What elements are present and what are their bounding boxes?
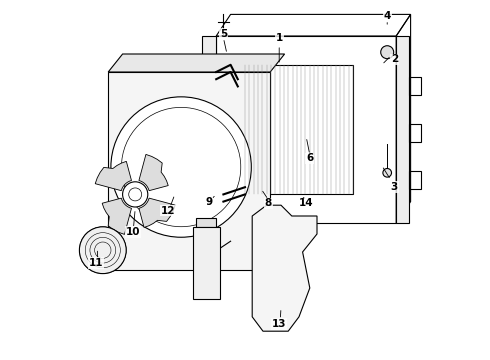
Text: 4: 4 <box>384 11 391 21</box>
Bar <box>193 227 220 299</box>
Text: 12: 12 <box>160 206 175 216</box>
Text: 10: 10 <box>126 227 141 237</box>
Polygon shape <box>108 54 285 72</box>
Text: 9: 9 <box>205 197 213 207</box>
Polygon shape <box>95 161 131 191</box>
Text: 13: 13 <box>272 319 287 329</box>
Text: 2: 2 <box>391 54 398 64</box>
Polygon shape <box>108 72 270 270</box>
Circle shape <box>383 168 392 177</box>
Bar <box>202 36 216 223</box>
Circle shape <box>111 97 251 237</box>
Circle shape <box>122 182 148 207</box>
Bar <box>409 124 421 142</box>
Text: 1: 1 <box>275 33 283 43</box>
Text: 11: 11 <box>88 258 103 268</box>
Text: 8: 8 <box>265 198 272 208</box>
Polygon shape <box>139 154 168 191</box>
Circle shape <box>381 46 393 59</box>
Text: 14: 14 <box>299 198 314 208</box>
Text: 5: 5 <box>220 29 227 39</box>
Text: 3: 3 <box>391 182 398 192</box>
Bar <box>409 77 421 95</box>
Polygon shape <box>139 198 175 228</box>
Bar <box>409 171 421 189</box>
Polygon shape <box>102 198 131 234</box>
Text: 6: 6 <box>306 153 314 163</box>
Bar <box>216 36 396 223</box>
Bar <box>396 36 409 223</box>
Bar <box>196 218 216 227</box>
Circle shape <box>79 227 126 274</box>
Text: 7: 7 <box>195 278 202 288</box>
Polygon shape <box>252 205 317 331</box>
Bar <box>245 65 353 194</box>
